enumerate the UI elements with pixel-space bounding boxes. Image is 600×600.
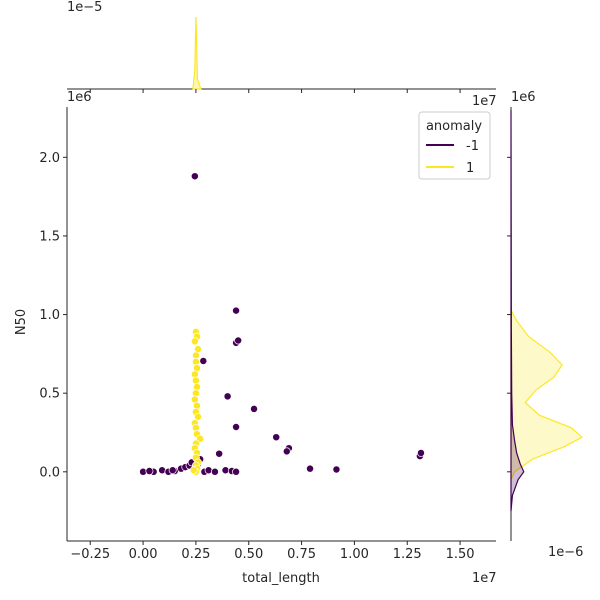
point-anomaly-neg1 <box>332 465 341 474</box>
point-anomaly-neg1 <box>232 306 241 315</box>
x-tick-label: 1.50 <box>446 547 475 562</box>
x-tick-label: −0.25 <box>70 547 110 562</box>
y-offset-label: 1e6 <box>67 90 92 105</box>
top-marginal-ticks <box>89 89 461 93</box>
point-anomaly-neg1 <box>232 423 241 431</box>
point-anomaly-neg1 <box>306 464 314 473</box>
point-anomaly-neg1 <box>168 466 177 475</box>
x-tick-label: 0.75 <box>287 547 316 562</box>
point-anomaly-neg1 <box>282 447 291 456</box>
right-marginal-x-offset-label: 1e−6 <box>548 545 583 560</box>
y-axis-label: N50 <box>14 309 29 335</box>
y-tick-label: 1.5 <box>39 229 60 244</box>
right-marginal-ticks <box>507 156 511 473</box>
right-marginal-density-1 <box>510 309 584 480</box>
scatter-points <box>139 172 425 476</box>
y-tick-label: 0.5 <box>39 387 60 402</box>
top-marginal-offset-label: 1e−5 <box>67 0 102 15</box>
point-anomaly-neg1 <box>215 449 224 458</box>
point-anomaly-neg1 <box>145 467 154 475</box>
top-marginal-curves <box>192 16 202 90</box>
y-tick-label: 1.0 <box>39 308 60 323</box>
right-marginal-plot: 1e6 1e−6 <box>507 90 583 560</box>
point-anomaly-neg1 <box>199 357 208 365</box>
point-anomaly-neg1 <box>250 404 258 413</box>
x-axis-label: total_length <box>242 571 320 586</box>
point-anomaly-1 <box>190 337 199 346</box>
legend: anomaly -1 1 <box>418 111 491 180</box>
x-tick-label: 0.00 <box>129 547 158 562</box>
top-marginal-density-1 <box>192 16 202 90</box>
x-offset-label: 1e7 <box>472 571 497 586</box>
point-anomaly-1 <box>189 466 198 475</box>
point-anomaly-neg1 <box>234 336 243 345</box>
point-anomaly-neg1 <box>417 448 425 457</box>
x-tick-label: 0.25 <box>181 547 210 562</box>
right-marginal-density-neg1 <box>510 110 525 512</box>
point-anomaly-neg1 <box>210 467 219 476</box>
top-marginal-axis-offset: 1e7 <box>472 94 497 109</box>
main-plot: −0.25 0.00 0.25 0.50 0.75 1.00 1.25 1.50 0.0 0.5… <box>14 90 497 586</box>
y-axis-ticks: 0.0 0.5 1.0 1.5 2.0 <box>39 151 67 480</box>
point-anomaly-neg1 <box>190 172 199 181</box>
x-axis-ticks: −0.25 0.00 0.25 0.50 0.75 1.00 1.25 1.50 <box>70 541 475 562</box>
y-tick-label: 2.0 <box>39 151 60 166</box>
legend-label-neg1: -1 <box>466 139 479 154</box>
right-marginal-offset-label: 1e6 <box>511 90 536 105</box>
legend-box <box>418 111 491 180</box>
point-anomaly-neg1 <box>272 433 281 442</box>
x-tick-label: 1.00 <box>340 547 369 562</box>
x-tick-label: 0.50 <box>234 547 263 562</box>
point-anomaly-neg1 <box>223 392 232 401</box>
legend-label-1: 1 <box>466 161 474 176</box>
point-anomaly-1 <box>194 412 202 421</box>
y-tick-label: 0.0 <box>39 465 60 480</box>
legend-title: anomaly <box>426 119 482 134</box>
x-tick-label: 1.25 <box>393 547 422 562</box>
top-marginal-plot: 1e−5 <box>67 0 496 93</box>
point-anomaly-neg1 <box>232 467 241 476</box>
right-marginal-curves <box>510 110 584 512</box>
